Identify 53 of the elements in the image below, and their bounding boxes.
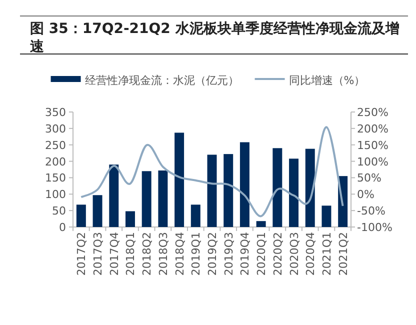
bar [190,204,200,227]
x-tick-label: 2020Q3 [288,232,301,276]
bar [142,171,152,227]
bar [158,170,168,227]
x-tick-label: 2018Q3 [156,232,170,276]
x-tick-label: 2020Q1 [255,232,268,276]
y-tick-label: 300 [45,122,66,136]
chart-title: 图 35：17Q2-21Q2 水泥板块单季度经营性净现金流及增速 [29,20,400,55]
bar [174,132,184,227]
bar [76,204,86,227]
x-tick-label: 2018Q1 [124,232,138,276]
bar [289,158,299,227]
bar [109,164,119,227]
y2-tick-label: 150% [357,138,388,152]
bar [92,195,102,227]
y2-tick-label: 200% [357,122,388,136]
x-tick-label: 2019Q1 [190,232,203,276]
y-tick-label: 50 [52,204,66,218]
bar [240,142,250,227]
y-tick-label: 0 [59,221,66,234]
x-tick-label: 2018Q2 [140,232,154,276]
legend-label: 同比增速（%） [288,74,366,87]
x-tick-label: 2019Q2 [206,232,219,276]
y-tick-label: 350 [45,106,66,119]
x-tick-label: 2019Q3 [222,232,236,276]
x-tick-label: 2017Q2 [75,232,88,276]
x-tick-label: 2021Q1 [320,232,334,276]
x-tick-label: 2021Q2 [336,232,350,276]
bar [256,221,266,227]
legend-label: 经营性净现金流：水泥（亿元） [84,74,239,87]
y-tick-label: 250 [45,138,66,152]
bar [272,148,282,227]
y2-tick-label: -50% [357,204,386,218]
x-tick-label: 2020Q4 [304,232,318,276]
bar [125,211,135,227]
bar [224,154,234,227]
y2-tick-label: 0% [357,188,374,202]
bar [305,148,315,227]
x-tick-label: 2020Q2 [271,232,284,276]
y-tick-label: 150 [45,172,66,185]
x-tick-label: 2017Q4 [108,232,121,276]
x-tick-label: 2018Q4 [173,232,186,276]
bar [207,154,217,227]
y2-tick-label: 250% [357,106,388,119]
y2-tick-label: -100% [357,221,392,234]
x-tick-label: 2017Q3 [92,232,105,276]
y2-tick-label: 100% [357,155,388,168]
y-tick-label: 200 [45,155,66,168]
y-tick-label: 100 [45,188,66,202]
x-tick-label: 2019Q4 [238,232,252,276]
y2-tick-label: 50% [357,172,382,185]
line-series [80,126,344,218]
bar [322,206,332,227]
